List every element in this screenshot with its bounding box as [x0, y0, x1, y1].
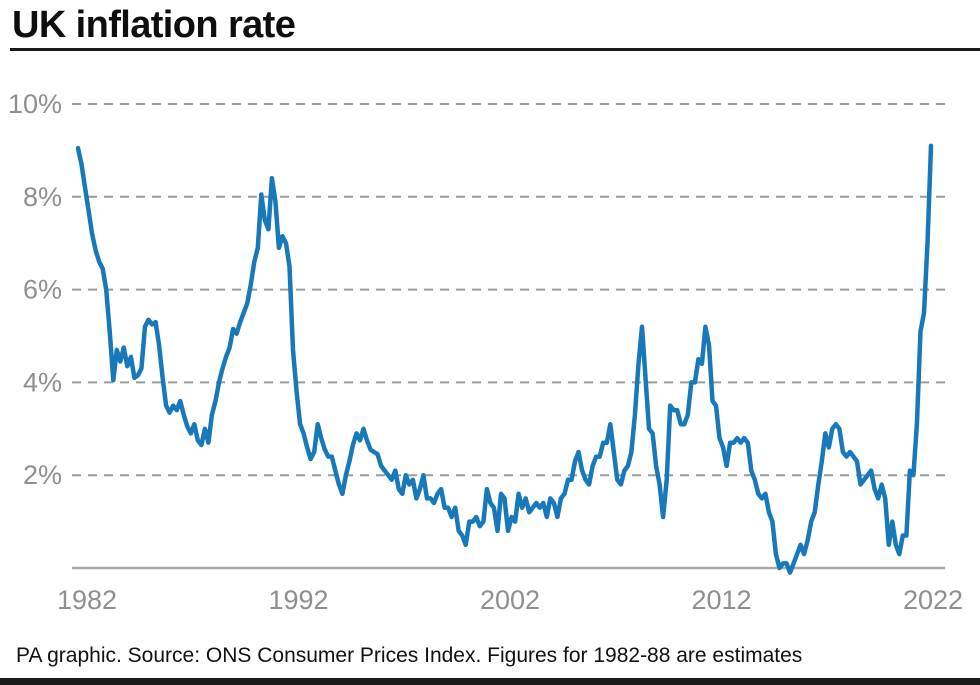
x-tick-label: 2022 [903, 585, 963, 615]
x-tick-label: 2002 [480, 585, 540, 615]
x-tick-label: 2012 [691, 585, 751, 615]
y-tick-label: 4% [23, 367, 62, 397]
chart-title: UK inflation rate [12, 4, 296, 46]
y-tick-label: 10% [8, 89, 62, 119]
y-tick-label: 8% [23, 182, 62, 212]
title-divider-rule [10, 48, 980, 51]
source-credit: PA graphic. Source: ONS Consumer Prices … [16, 644, 803, 667]
y-tick-label: 2% [23, 460, 62, 490]
y-tick-label: 6% [23, 275, 62, 305]
inflation-line-chart: 10% 8% 6% 4% 2% 1982 1992 2002 2012 2022 [8, 89, 963, 615]
x-tick-label: 1992 [268, 585, 328, 615]
inflation-line [75, 143, 934, 575]
bottom-bar [0, 678, 980, 685]
x-tick-label: 1982 [57, 585, 117, 615]
